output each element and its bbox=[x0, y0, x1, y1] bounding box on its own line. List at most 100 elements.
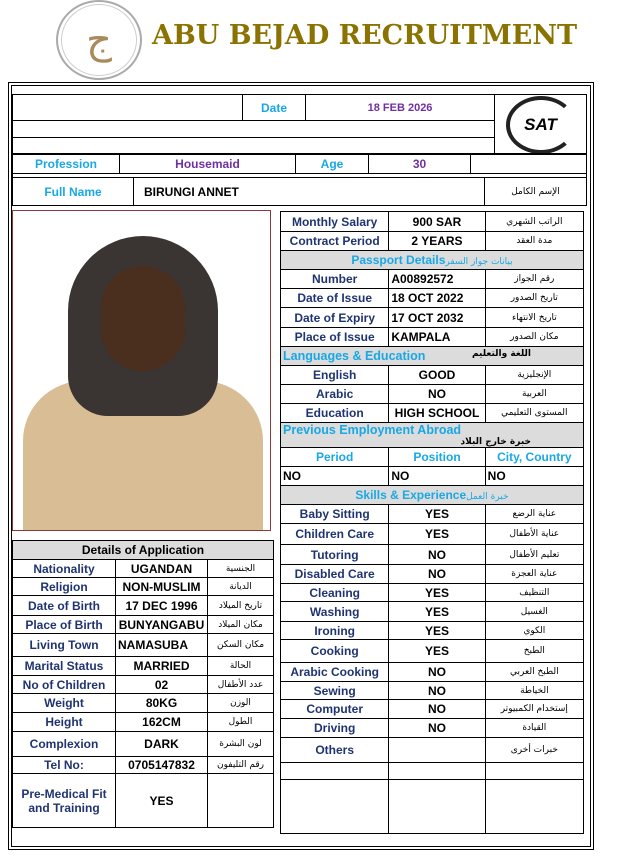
field-value: 0705147832 bbox=[115, 756, 208, 774]
column-header: Period bbox=[279, 447, 390, 467]
field-label-arabic: الطول bbox=[206, 712, 275, 732]
table-row-period: Period Position City, Country bbox=[279, 447, 585, 467]
date-label: Date bbox=[241, 94, 307, 121]
field-label: Nationality bbox=[12, 559, 116, 578]
table-row-cooking: Cooking YES الطبخ bbox=[279, 639, 585, 663]
field-value: NO bbox=[388, 681, 486, 700]
field-label-arabic: الخياطة bbox=[484, 681, 585, 700]
table-row-cleaning: Cleaning YES التنظيف bbox=[279, 583, 585, 602]
field-value: KAMPALA bbox=[388, 327, 486, 347]
table-row-passport-details: Passport Detailsبيانات جواز السفر bbox=[280, 250, 584, 270]
field-value: 17 OCT 2032 bbox=[388, 307, 486, 328]
profession-table: Profession Housemaid Age 30 bbox=[12, 153, 587, 178]
field-label: Ironing bbox=[279, 621, 390, 640]
field-value: 80KG bbox=[115, 693, 208, 713]
fullname-arabic: الإسم الكامل bbox=[484, 177, 587, 206]
table-row-row bbox=[279, 779, 585, 834]
candidate-photo bbox=[12, 210, 271, 531]
field-label: Contract Period bbox=[279, 231, 390, 251]
field-label: Computer bbox=[279, 699, 390, 719]
table-row-languages-education: Languages & Education اللغة والتعليم bbox=[280, 346, 584, 366]
field-label-arabic: مكان السكن bbox=[206, 633, 275, 657]
field-label: Living Town bbox=[12, 633, 116, 657]
field-value: NON-MUSLIM bbox=[115, 577, 208, 596]
field-label-arabic bbox=[484, 779, 585, 834]
table-row-washing: Washing YES الغسيل bbox=[279, 601, 585, 622]
field-value bbox=[388, 779, 486, 834]
field-label-arabic: خبرات أخرى bbox=[484, 737, 585, 763]
field-value: GOOD bbox=[388, 365, 486, 385]
table-row-date-of-issue: Date of Issue 18 OCT 2022 تاريخ الصدور bbox=[279, 288, 585, 308]
field-label-arabic: التنظيف bbox=[484, 583, 585, 602]
profile-skills-table: Monthly Salary 900 SAR الراتب الشهري Contra… bbox=[279, 211, 585, 834]
field-label-arabic: مدة العقد bbox=[484, 231, 585, 251]
field-label-arabic: تاريخ الانتهاء bbox=[484, 307, 585, 328]
table-row-no-of-children: No of Children 02 عدد الأطفال bbox=[12, 675, 275, 694]
table-row-contract-period: Contract Period 2 YEARS مدة العقد bbox=[279, 231, 585, 251]
age-value: 30 bbox=[368, 153, 471, 174]
table-row-row bbox=[279, 762, 585, 780]
profession-value: Housemaid bbox=[119, 153, 296, 174]
field-label: Place of Issue bbox=[279, 327, 390, 347]
section-header: Passport Detailsبيانات جواز السفر bbox=[280, 250, 584, 270]
fullname-table: Full Name BIRUNGI ANNET الإسم الكامل bbox=[12, 177, 587, 206]
field-label-arabic: الحالة bbox=[206, 656, 275, 676]
table-row-number: Number A00892572 رقم الجواز bbox=[279, 269, 585, 289]
section-title: Languages & Education bbox=[283, 349, 426, 363]
field-label: Sewing bbox=[279, 681, 390, 700]
profession-label: Profession bbox=[12, 153, 120, 174]
field-value: YES bbox=[388, 621, 486, 640]
field-label: Number bbox=[279, 269, 390, 289]
section-title: Previous Employment Abroad bbox=[283, 423, 462, 438]
field-label-arabic: عناية الأطفال bbox=[484, 523, 585, 545]
column-header: City, Country bbox=[484, 447, 585, 467]
field-value: NO bbox=[388, 699, 486, 719]
field-label-arabic: عدد الأطفال bbox=[206, 675, 275, 694]
field-value: YES bbox=[388, 601, 486, 622]
table-row-monthly-salary: Monthly Salary 900 SAR الراتب الشهري bbox=[279, 211, 585, 232]
table-row-no: NO NO NO bbox=[279, 466, 585, 486]
field-label-arabic: رقم الجواز bbox=[484, 269, 585, 289]
field-label-arabic: تعليم الأطفال bbox=[484, 544, 585, 565]
section-header: Details of Application bbox=[11, 540, 275, 560]
section-title-arabic: خبرة خارج البلاد bbox=[460, 437, 531, 447]
field-label-arabic: القيادة bbox=[484, 718, 585, 738]
section-title: Passport Details bbox=[351, 253, 446, 267]
field-label-arabic: الجنسية bbox=[206, 559, 275, 578]
section-header: Languages & Education اللغة والتعليم bbox=[280, 346, 584, 366]
field-label bbox=[279, 779, 390, 834]
field-value: BUNYANGABU bbox=[115, 615, 208, 634]
header-table: Date 18 FEB 2026 SAT bbox=[11, 94, 588, 155]
table-row-place-of-issue: Place of Issue KAMPALA مكان الصدور bbox=[279, 327, 585, 347]
field-label: No of Children bbox=[12, 675, 116, 694]
field-value: NO bbox=[388, 718, 486, 738]
field-value: 2 YEARS bbox=[388, 231, 486, 251]
field-label: Driving bbox=[279, 718, 390, 738]
field-value: 162CM bbox=[115, 712, 208, 732]
field-value: 02 bbox=[115, 675, 208, 694]
field-label: Date of Expiry bbox=[279, 307, 390, 328]
field-label: Tel No: bbox=[12, 756, 116, 774]
field-value: NAMASUBA bbox=[115, 633, 208, 657]
field-value bbox=[388, 762, 486, 780]
field-label: Place of Birth bbox=[12, 615, 116, 634]
field-value: UGANDAN bbox=[115, 559, 208, 578]
field-label-arabic: الوزن bbox=[206, 693, 275, 713]
table-row-date-of-expiry: Date of Expiry 17 OCT 2032 تاريخ الانتهاء bbox=[279, 307, 585, 328]
sat-logo: SAT bbox=[494, 94, 588, 155]
table-row-english: English GOOD الإنجليزية bbox=[279, 365, 585, 385]
table-row-weight: Weight 80KG الوزن bbox=[12, 693, 275, 713]
table-row-baby-sitting: Baby Sitting YES عناية الرضع bbox=[279, 504, 585, 524]
table-row-details-of-application: Details of Application bbox=[11, 540, 275, 560]
table-row-nationality: Nationality UGANDAN الجنسية bbox=[12, 559, 275, 578]
field-label: Others bbox=[279, 737, 390, 763]
table-row-arabic-cooking: Arabic Cooking NO الطبخ العربي bbox=[279, 662, 585, 682]
field-label: Date of Issue bbox=[279, 288, 390, 308]
field-label-arabic bbox=[206, 773, 275, 828]
field-value: YES bbox=[388, 583, 486, 602]
table-row-computer: Computer NO إستخدام الكمبيوتر bbox=[279, 699, 585, 719]
field-label: Baby Sitting bbox=[279, 504, 390, 524]
field-label-arabic: الطبخ العربي bbox=[484, 662, 585, 682]
table-row-pre-medical-fit-and-training: Pre-Medical Fit and Training YES bbox=[12, 773, 275, 828]
field-value: YES bbox=[388, 523, 486, 545]
